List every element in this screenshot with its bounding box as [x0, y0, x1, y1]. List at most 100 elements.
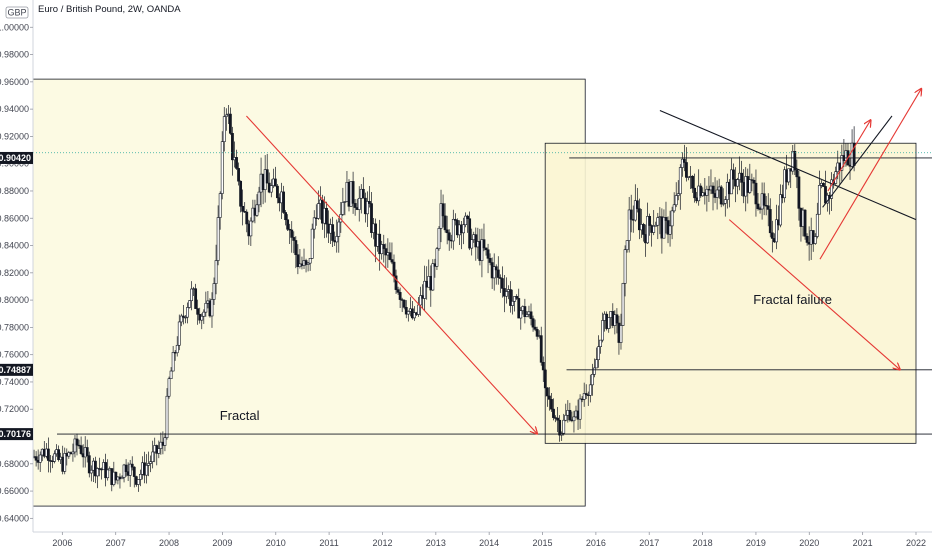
candle-body — [196, 308, 200, 315]
candle-body — [224, 114, 228, 117]
candle-body — [38, 454, 42, 463]
candle-body — [619, 325, 623, 343]
candle-body — [597, 346, 600, 360]
candle-body — [562, 419, 566, 434]
candle-body — [435, 248, 439, 267]
candle-body — [584, 393, 588, 396]
candle-body — [290, 229, 294, 238]
x-tick-label-2: 2008 — [159, 538, 179, 548]
candle-body — [63, 453, 67, 472]
candle-body — [212, 283, 216, 300]
x-tick-label-9: 2015 — [533, 538, 553, 548]
candle-body — [627, 209, 631, 241]
arrow-line-5 — [827, 120, 871, 192]
y-tick-label-9: 0.82000 — [0, 268, 29, 278]
candle-body — [770, 232, 774, 239]
candle-body — [67, 452, 71, 457]
candle-body — [145, 465, 148, 476]
candle-body — [815, 213, 819, 237]
y-tick-label-15: 0.94000 — [0, 104, 29, 114]
candle-body — [404, 307, 408, 315]
candle-body — [149, 461, 153, 464]
candle-body — [668, 225, 672, 235]
candle-body — [447, 232, 451, 241]
candle-body — [378, 233, 382, 255]
candle-body — [813, 236, 817, 244]
candle-body — [840, 155, 844, 171]
candle-body — [120, 477, 124, 480]
candle-body — [132, 466, 136, 477]
x-tick-label-6: 2012 — [372, 538, 392, 548]
candle-body — [721, 203, 725, 205]
candle-body — [564, 414, 568, 421]
candle-body — [335, 236, 339, 243]
candle-body — [231, 133, 234, 161]
candle-body — [515, 296, 519, 299]
candle-body — [715, 189, 719, 198]
candle-body — [552, 408, 555, 418]
candle-body — [797, 176, 801, 209]
candle-body — [222, 116, 226, 142]
x-tick-label-5: 2011 — [319, 538, 338, 548]
candle-body — [177, 321, 181, 346]
candle-body — [181, 315, 185, 318]
candle-body — [548, 395, 551, 400]
candle-body — [676, 193, 680, 196]
candle-body — [312, 217, 316, 230]
candle-body — [680, 158, 684, 168]
candle-body — [186, 307, 189, 318]
y-tick-label-16: 0.96000 — [0, 77, 29, 87]
currency-badge — [5, 6, 29, 19]
x-tick-label-1: 2007 — [106, 538, 126, 548]
candle-body — [664, 217, 668, 221]
candle-body — [214, 260, 218, 284]
candle-body — [249, 220, 253, 237]
candle-body — [194, 288, 198, 309]
candle-body — [284, 212, 288, 221]
candle-body — [509, 289, 512, 306]
candle-body — [691, 175, 694, 189]
candle-body — [572, 416, 576, 422]
candle-body — [646, 216, 649, 244]
candle-body — [732, 169, 735, 180]
candle-body — [255, 204, 259, 216]
candle-body — [590, 374, 594, 386]
candle-body — [468, 218, 472, 249]
candle-body — [525, 314, 529, 318]
candle-body — [719, 186, 723, 205]
x-tick-label-15: 2021 — [853, 538, 873, 548]
annotation-0: Fractal — [220, 408, 260, 423]
candle-body — [685, 162, 688, 178]
candle-body — [672, 204, 676, 212]
candle-body — [34, 456, 38, 461]
candle-body — [740, 172, 744, 183]
candle-body — [136, 479, 140, 485]
trend-line-1 — [822, 115, 893, 208]
candle-body — [130, 463, 134, 468]
candle-body — [682, 158, 686, 163]
candle-body — [388, 252, 392, 260]
candle-body — [431, 263, 435, 291]
candle-body — [188, 300, 191, 308]
candle-body — [621, 283, 625, 326]
candle-body — [529, 311, 533, 319]
arrow-line-4 — [819, 89, 921, 260]
candle-body — [568, 410, 572, 421]
candle-body — [593, 367, 596, 375]
candle-body — [210, 299, 214, 317]
price-badge-1 — [0, 363, 33, 376]
candle-body — [486, 249, 490, 259]
candle-body — [237, 168, 240, 182]
price-badge-2 — [0, 428, 33, 441]
candle-body — [470, 239, 474, 249]
candle-body — [396, 289, 400, 293]
candle-body — [85, 447, 89, 456]
candle-body — [762, 193, 766, 206]
candle-body — [492, 266, 496, 279]
candle-body — [830, 179, 834, 199]
candle-body — [595, 359, 598, 369]
candle-body — [543, 369, 547, 389]
x-tick-label-10: 2016 — [586, 538, 606, 548]
